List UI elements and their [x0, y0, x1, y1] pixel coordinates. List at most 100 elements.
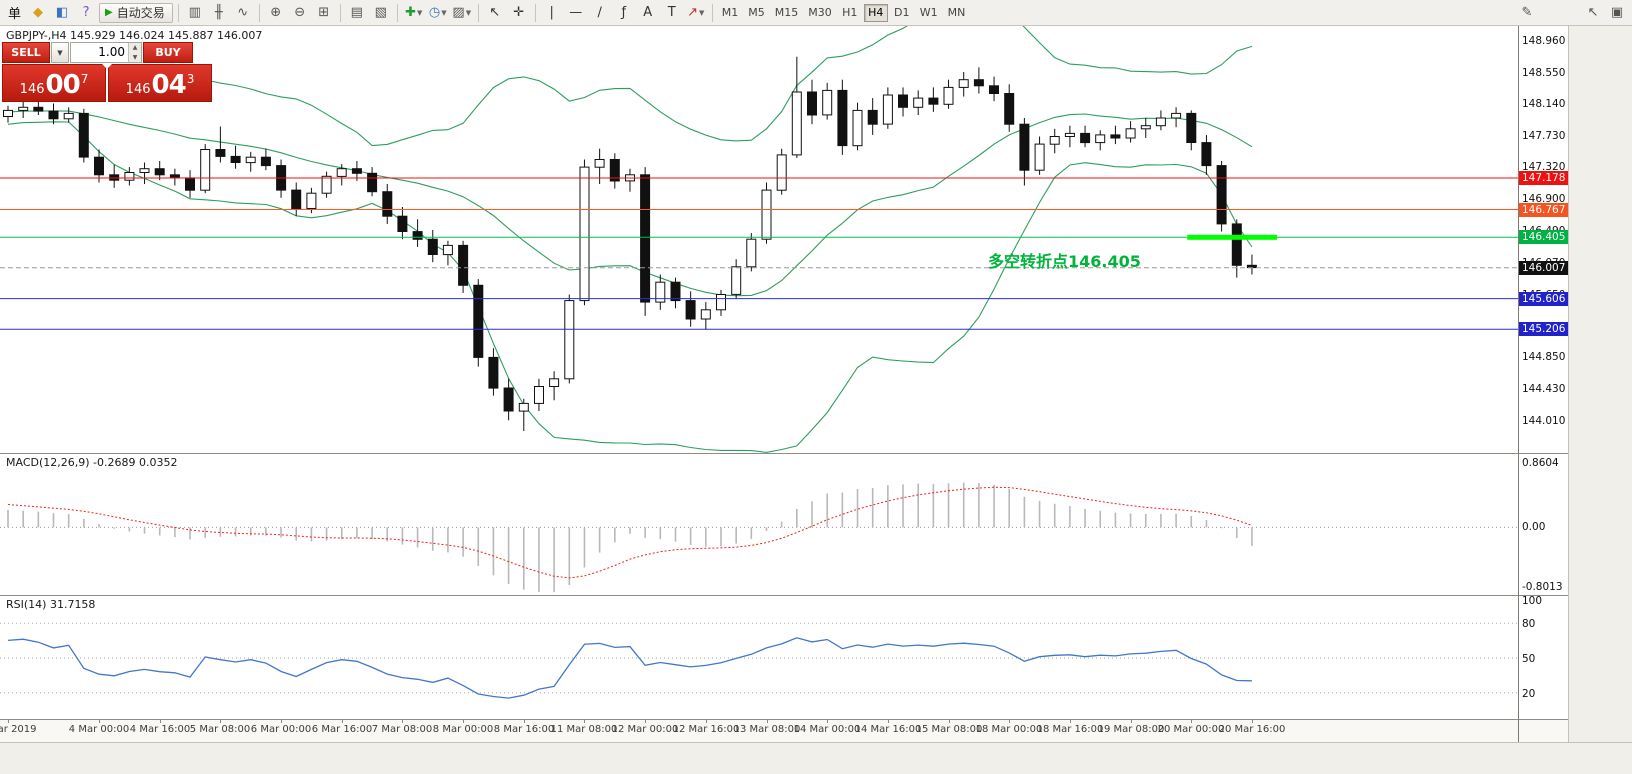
price-tick: 148.960 [1522, 35, 1566, 47]
hline-icon[interactable]: — [569, 5, 583, 20]
price-badge[interactable]: 146.767 [1519, 203, 1568, 217]
time-label: 4 Mar 16:00 [129, 724, 191, 735]
time-label: 4 Mar 00:00 [68, 724, 130, 735]
timeframe-m30[interactable]: M30 [808, 6, 832, 19]
right-gutter [1568, 26, 1632, 742]
timeframe-m1[interactable]: M1 [721, 6, 739, 19]
time-label: 14 Mar 16:00 [854, 724, 922, 735]
candlestick-chart-icon[interactable]: ╫ [214, 5, 223, 20]
macd-label: MACD(12,26,9) -0.2689 0.0352 [6, 456, 178, 469]
price-tick: 144.010 [1522, 415, 1566, 427]
zoom-out-icon[interactable]: ⊖ [294, 5, 306, 20]
help-icon[interactable]: ? [82, 5, 90, 20]
bar-chart-icon[interactable]: ▥ [188, 5, 201, 20]
chart-panel[interactable]: GBPJPY-,H4 145.929 146.024 145.887 146.0… [0, 26, 1518, 454]
line-chart-icon[interactable]: ∿ [237, 5, 249, 20]
price-scale-column[interactable]: 148.960 148.550 148.140 147.730 147.320 146.9… [1518, 26, 1568, 742]
price-tick: 148.140 [1522, 98, 1566, 110]
volume-down-icon[interactable]: ▼ [129, 52, 141, 62]
volume-stepper[interactable]: ▲ ▼ [128, 43, 141, 62]
autotrading-button[interactable]: ▶ 自动交易 [99, 2, 173, 23]
pencil-icon[interactable]: ✎ [1521, 5, 1533, 20]
time-tick [1070, 720, 1071, 723]
arrange-windows-icon[interactable]: ▤ [350, 5, 363, 20]
price-badge[interactable]: 145.606 [1519, 292, 1568, 306]
time-label: 5 Mar 08:00 [189, 724, 251, 735]
time-label: 6 Mar 00:00 [250, 724, 312, 735]
toolbar-separator [477, 3, 479, 22]
period-icon[interactable]: ◷ ▼ [428, 5, 447, 20]
chevron-down-icon: ▼ [698, 8, 705, 17]
timeframe-h4[interactable]: H4 [863, 3, 888, 22]
price-badge[interactable]: 146.007 [1519, 261, 1568, 275]
content: GBPJPY-,H4 145.929 146.024 145.887 146.0… [0, 26, 1632, 742]
trendline-icon[interactable]: ∕ [597, 5, 602, 20]
template-icon[interactable]: ▨ ▼ [452, 5, 472, 20]
tile-windows-icon[interactable]: ⊞ [318, 5, 330, 20]
arrows-icon[interactable]: ↗ ▼ [687, 5, 705, 20]
zoom-in-icon[interactable]: ⊕ [270, 5, 282, 20]
time-tick [1191, 720, 1192, 723]
time-tick [949, 720, 950, 723]
timeframe-d1[interactable]: D1 [894, 6, 910, 19]
price-badge[interactable]: 145.206 [1519, 322, 1568, 336]
timeframe-mn[interactable]: MN [947, 6, 966, 19]
vline-icon[interactable]: | [549, 5, 554, 20]
time-label: 20 Mar 16:00 [1218, 724, 1286, 735]
price-tick: 144.430 [1522, 383, 1566, 395]
timeframe-m5[interactable]: M5 [748, 6, 765, 19]
timeframe-m15[interactable]: M15 [774, 6, 799, 19]
chart-price-scale[interactable]: 148.960 148.550 148.140 147.730 147.320 146.9… [1519, 26, 1568, 454]
bottom-strip [0, 742, 1632, 774]
toolbar-separator [534, 3, 536, 22]
sell-button[interactable]: SELL [2, 42, 50, 63]
toolbar-separator [258, 3, 260, 22]
timeframe-h1[interactable]: H1 [842, 6, 858, 19]
rsi-label: RSI(14) 31.7158 [6, 598, 96, 611]
price-tick: 147.730 [1522, 130, 1566, 142]
chevron-down-icon: ▼ [465, 8, 472, 17]
cascade-windows-icon[interactable]: ▧ [374, 5, 387, 20]
menu-text[interactable]: 单 [8, 7, 22, 22]
macd-tick: 0.8604 [1522, 457, 1559, 469]
fibonacci-icon[interactable]: ƒ [621, 5, 627, 20]
timeframe-w1[interactable]: W1 [919, 6, 938, 19]
macd-scale: 0.8604 0.00 -0.8013 [1519, 454, 1568, 596]
pivot-annotation[interactable]: 多空转折点146.405 [988, 252, 1141, 271]
market-watch-icon[interactable]: ◧ [55, 5, 69, 20]
price-tick: 147.320 [1522, 161, 1566, 173]
time-label: 6 Mar 16:00 [311, 724, 373, 735]
select-cursor-icon[interactable]: ↖ [1587, 5, 1599, 20]
shapes-icon[interactable]: ▣ [1610, 5, 1624, 20]
volume-value[interactable]: 1.00 [98, 45, 125, 59]
volume-up-icon[interactable]: ▲ [129, 43, 141, 53]
price-badge[interactable]: 147.178 [1519, 171, 1568, 185]
cursor-icon[interactable]: ↖ [489, 5, 501, 20]
volume-input[interactable]: 1.00 ▲ ▼ [70, 42, 142, 63]
time-label: 7 Mar 08:00 [371, 724, 433, 735]
sell-price-small: 146 [19, 82, 45, 97]
add-indicator-icon[interactable]: ✚ ▼ [405, 5, 423, 20]
new-order-icon[interactable]: ◆ [33, 5, 44, 20]
order-type-dropdown[interactable]: ▼ [51, 42, 69, 63]
label-icon[interactable]: T [667, 5, 676, 20]
time-tick [402, 720, 403, 723]
time-label: 8 Mar 16:00 [493, 724, 555, 735]
time-tick [888, 720, 889, 723]
time-axis[interactable]: 1 Mar 2019 4 Mar 00:004 Mar 16:005 Mar 08… [0, 720, 1518, 742]
time-tick [584, 720, 585, 723]
buy-button[interactable]: BUY [143, 42, 193, 63]
text-icon[interactable]: A [643, 5, 653, 20]
rsi-tick: 50 [1522, 653, 1536, 665]
price-badge[interactable]: 146.405 [1519, 230, 1568, 244]
rsi-panel[interactable]: RSI(14) 31.7158 [0, 596, 1518, 720]
sell-price-button[interactable]: 146 00 7 [2, 64, 106, 102]
chevron-down-icon: ▼ [416, 8, 423, 17]
chart-canvas[interactable] [0, 26, 1518, 454]
macd-panel[interactable]: MACD(12,26,9) -0.2689 0.0352 [0, 454, 1518, 596]
price-tick: 144.850 [1522, 351, 1566, 363]
crosshair-icon[interactable]: ✛ [513, 5, 525, 20]
buy-price-button[interactable]: 146 04 3 [108, 64, 212, 102]
time-tick [706, 720, 707, 723]
time-tick [220, 720, 221, 723]
